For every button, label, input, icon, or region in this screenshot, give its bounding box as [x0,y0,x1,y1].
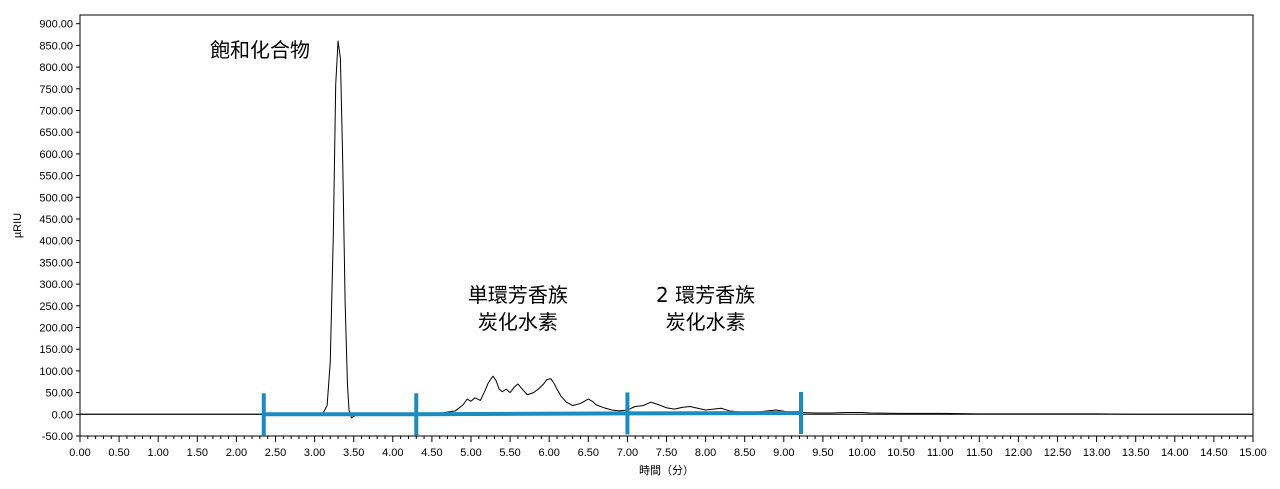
y-tick-label: 350.00 [39,257,73,269]
y-tick-label: 300.00 [39,279,73,291]
y-tick-label: 600.00 [39,149,73,161]
x-tick-label: 13.50 [1122,447,1150,459]
y-tick-label: 150.00 [39,344,73,356]
y-tick-label: 800.00 [39,62,73,74]
x-tick-label: 2.00 [226,447,247,459]
x-tick-label: 3.00 [304,447,325,459]
x-tick-label: 9.50 [812,447,833,459]
series-layer [80,40,1253,419]
x-tick-label: 0.50 [108,447,129,459]
x-tick-label: 8.50 [734,447,755,459]
x-tick-label: 5.50 [499,447,520,459]
annotation-label: 飽和化合物 [210,38,310,62]
x-tick-label: 0.00 [69,447,90,459]
x-tick-label: 1.50 [187,447,208,459]
x-tick-label: 2.50 [265,447,286,459]
y-tick-label: 750.00 [39,84,73,96]
x-tick-label: 1.00 [147,447,168,459]
y-tick-label: 400.00 [39,236,73,248]
plot-frame [79,14,1254,437]
y-tick-label: 500.00 [39,192,73,204]
y-tick-label: 250.00 [39,301,73,313]
x-tick-label: 5.00 [460,447,481,459]
x-tick-label: 10.00 [848,447,876,459]
x-tick-label: 15.00 [1239,447,1267,459]
annotation-label: 単環芳香族 [468,283,568,307]
x-tick-label: 3.50 [343,447,364,459]
y-tick-label: 450.00 [39,214,73,226]
x-tick-label: 14.50 [1200,447,1228,459]
x-tick-label: 7.50 [656,447,677,459]
y-tick-label: -50.00 [42,431,73,443]
annotation-label: 2 環芳香族 [656,283,755,307]
x-tick-label: 12.00 [1005,447,1033,459]
x-tick-label: 13.00 [1083,447,1111,459]
y-tick-label: 50.00 [45,388,73,400]
y-axis-ticks: -50.00 0.00 50.00 100.00 150.00 200.00 250.00 3… [39,19,80,443]
y-tick-label: 200.00 [39,322,73,334]
x-tick-label: 4.50 [421,447,442,459]
integration-markers [261,391,804,436]
x-tick-label: 9.00 [773,447,794,459]
x-axis-ticks: 0.00 0.50 1.00 1.50 2.00 2.50 3.00 3.50 4.00 4.50… [69,436,1267,459]
y-tick-label: 650.00 [39,127,73,139]
x-tick-label: 10.50 [887,447,915,459]
y-tick-label: 100.00 [39,366,73,378]
annotation-label: 炭化水素 [478,310,558,334]
x-tick-label: 4.00 [382,447,403,459]
x-tick-label: 6.50 [578,447,599,459]
y-tick-label: 0.00 [52,409,73,421]
x-tick-label: 12.50 [1044,447,1072,459]
y-tick-label: 700.00 [39,105,73,117]
x-axis-title: 時間（分） [639,464,694,477]
y-tick-label: 850.00 [39,40,73,52]
x-tick-label: 8.00 [695,447,716,459]
integration-baseline [416,411,628,417]
x-tick-label: 11.00 [927,447,954,459]
annotation-label: 炭化水素 [666,310,746,334]
series-line-0 [80,40,1253,419]
y-tick-label: 550.00 [39,171,73,183]
x-tick-label: 6.00 [538,447,559,459]
y-axis-title: µRIU [12,213,24,238]
x-tick-label: 14.00 [1161,447,1189,459]
x-tick-label: 11.50 [966,447,993,459]
x-tick-label: 7.00 [617,447,638,459]
y-tick-label: 900.00 [39,19,73,31]
